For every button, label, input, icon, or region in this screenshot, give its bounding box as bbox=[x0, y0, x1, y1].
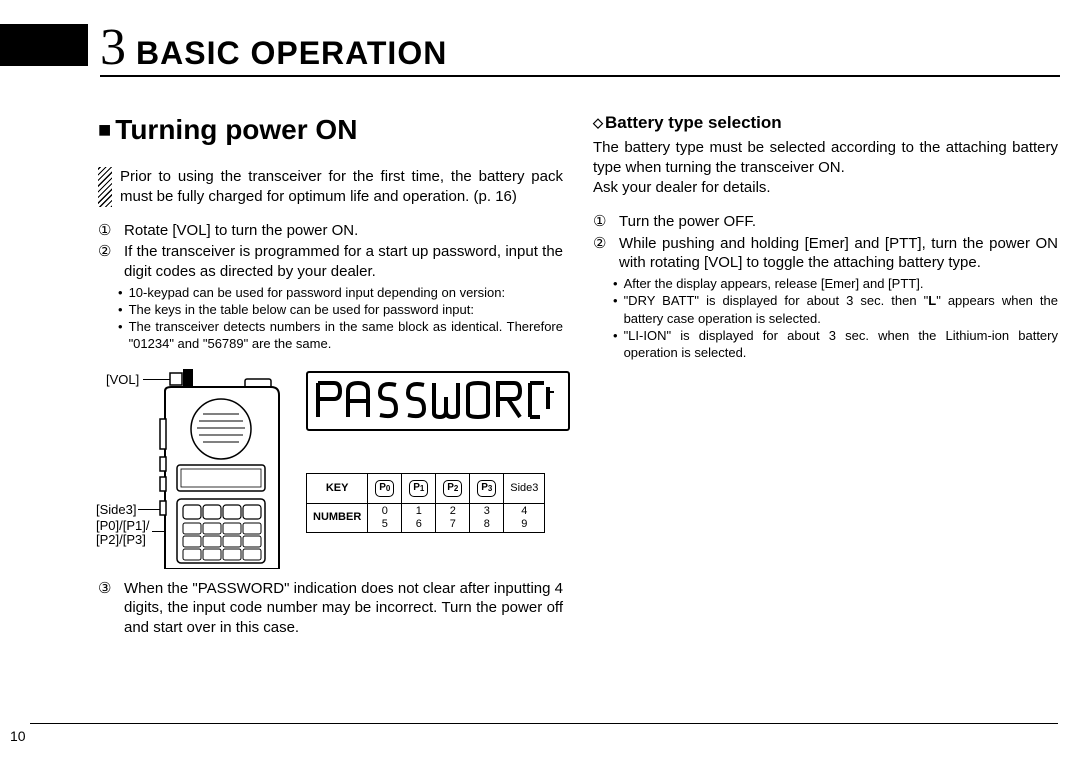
step-marker: ③ bbox=[98, 579, 118, 638]
step-3: ③ When the "PASSWORD" indication does no… bbox=[98, 579, 563, 638]
step-2: ② If the transceiver is programmed for a… bbox=[98, 242, 563, 282]
step-1: ① Turn the power OFF. bbox=[593, 212, 1058, 232]
charge-note: Prior to using the transceiver for the f… bbox=[98, 167, 563, 207]
footer-rule bbox=[30, 723, 1058, 724]
vol-label: [VOL] bbox=[106, 371, 139, 388]
step-text: When the "PASSWORD" indication does not … bbox=[124, 579, 563, 638]
side3-label: [Side3] bbox=[96, 501, 136, 518]
subsection-title-text: Battery type selection bbox=[605, 113, 782, 132]
step-text: While pushing and holding [Emer] and [PT… bbox=[619, 234, 1058, 274]
bullet-dot-icon: • bbox=[613, 327, 618, 361]
step-text: Rotate [VOL] to turn the power ON. bbox=[124, 221, 563, 241]
section-title: ■Turning power ON bbox=[98, 112, 563, 149]
step-marker: ② bbox=[593, 234, 613, 274]
table-cell: 05 bbox=[368, 503, 402, 532]
table-cell: Side3 bbox=[504, 473, 545, 503]
table-cell: 16 bbox=[402, 503, 436, 532]
bullet-dot-icon: • bbox=[613, 292, 618, 326]
transceiver-icon bbox=[153, 369, 293, 569]
section-title-text: Turning power ON bbox=[115, 114, 357, 145]
bullet-2c: •The transceiver detects numbers in the … bbox=[118, 318, 563, 352]
header-rule bbox=[100, 75, 1060, 77]
step-1: ① Rotate [VOL] to turn the power ON. bbox=[98, 221, 563, 241]
pkeys-line1: [P0]/[P1]/ bbox=[96, 518, 149, 533]
radio-figure: [VOL] [Side3] [P0]/[P1]/ [P2]/[P3] bbox=[98, 369, 563, 569]
table-cell: P3 bbox=[470, 473, 504, 503]
lcd-password-display bbox=[306, 371, 570, 431]
step-2: ② While pushing and holding [Emer] and [… bbox=[593, 234, 1058, 274]
page-number: 10 bbox=[10, 728, 26, 744]
chapter-header: 3 BASIC OPERATION bbox=[100, 18, 447, 77]
table-cell: P2 bbox=[436, 473, 470, 503]
bullet-text: The transceiver detects numbers in the s… bbox=[129, 318, 563, 352]
pkey-icon: P0 bbox=[375, 480, 394, 497]
bullet-2c: •"LI-ION" is displayed for about 3 sec. … bbox=[613, 327, 1058, 361]
spacer bbox=[593, 198, 1058, 212]
bullet-2a: • 10-keypad can be used for password inpu… bbox=[118, 284, 563, 301]
bullet-text: "DRY BATT" is displayed for about 3 sec.… bbox=[624, 292, 1058, 326]
password-key-table: KEY P0 P1 P2 P3 Side3 NUMBER 05 16 27 38… bbox=[306, 473, 545, 533]
pkeys-line2: [P2]/[P3] bbox=[96, 532, 146, 547]
bullet-text: "LI-ION" is displayed for about 3 sec. w… bbox=[624, 327, 1058, 361]
subsection-title: ◇Battery type selection bbox=[593, 112, 1058, 134]
paragraph: The battery type must be selected accord… bbox=[593, 138, 1058, 178]
bullet-text: After the display appears, release [Emer… bbox=[624, 275, 924, 292]
table-header-number: NUMBER bbox=[307, 503, 368, 532]
bullet-dot-icon: • bbox=[613, 275, 618, 292]
left-column: ■Turning power ON Prior to using the tra… bbox=[98, 112, 563, 640]
diamond-bullet-icon: ◇ bbox=[593, 115, 603, 130]
pkey-icon: P2 bbox=[443, 480, 462, 497]
chapter-tab bbox=[0, 24, 88, 66]
content-columns: ■Turning power ON Prior to using the tra… bbox=[98, 112, 1058, 640]
table-cell: P1 bbox=[402, 473, 436, 503]
table-cell: 38 bbox=[470, 503, 504, 532]
bullet-dot-icon: • bbox=[118, 284, 123, 301]
pkey-icon: P1 bbox=[409, 480, 428, 497]
hatch-icon bbox=[98, 167, 112, 207]
bullet-text: 10-keypad can be used for password input… bbox=[129, 284, 506, 301]
bullet-dot-icon: • bbox=[118, 318, 123, 352]
table-cell: P0 bbox=[368, 473, 402, 503]
step-marker: ② bbox=[98, 242, 118, 282]
bullet-2b: • The keys in the table below can be used… bbox=[118, 301, 563, 318]
bullet-2a: • After the display appears, release [Eme… bbox=[613, 275, 1058, 292]
step-text: Turn the power OFF. bbox=[619, 212, 1058, 232]
table-header-key: KEY bbox=[307, 473, 368, 503]
step-text: If the transceiver is programmed for a s… bbox=[124, 242, 563, 282]
step-marker: ① bbox=[98, 221, 118, 241]
bullet-text: The keys in the table below can be used … bbox=[129, 301, 474, 318]
square-bullet-icon: ■ bbox=[98, 117, 111, 142]
step-marker: ① bbox=[593, 212, 613, 232]
bullet-dot-icon: • bbox=[118, 301, 123, 318]
bullet-2b: •"DRY BATT" is displayed for about 3 sec… bbox=[613, 292, 1058, 326]
right-column: ◇Battery type selection The battery type… bbox=[593, 112, 1058, 640]
pkey-icon: P3 bbox=[477, 480, 496, 497]
note-text: Prior to using the transceiver for the f… bbox=[120, 167, 563, 207]
table-cell: 49 bbox=[504, 503, 545, 532]
table-cell: 27 bbox=[436, 503, 470, 532]
pkeys-label: [P0]/[P1]/ [P2]/[P3] bbox=[96, 519, 149, 548]
chapter-number: 3 bbox=[100, 18, 126, 77]
chapter-title: BASIC OPERATION bbox=[136, 35, 447, 72]
password-lcd-icon bbox=[308, 373, 568, 427]
paragraph: Ask your dealer for details. bbox=[593, 178, 1058, 198]
